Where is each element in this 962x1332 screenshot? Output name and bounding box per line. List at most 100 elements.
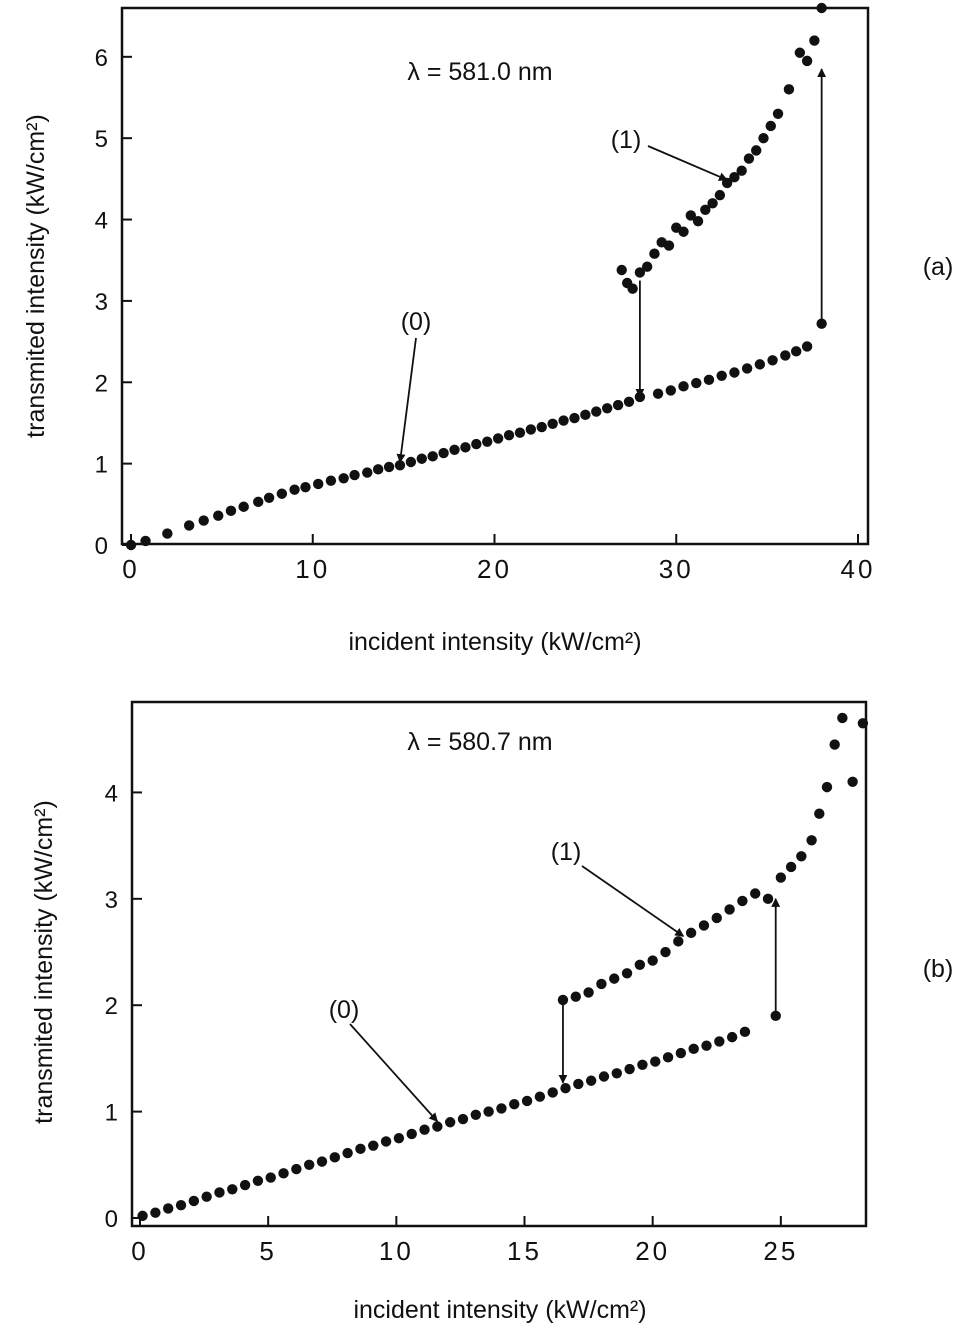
data-point-a-s1-23 xyxy=(783,84,795,95)
data-point-a-s0-46 xyxy=(691,377,702,389)
y-tick-label-b-1: 1 xyxy=(105,1100,118,1127)
data-point-a-s0-43 xyxy=(652,388,664,399)
data-point-b-s0-23 xyxy=(432,1121,443,1132)
arrows-a xyxy=(396,68,827,464)
data-point-a-s0-18 xyxy=(372,464,384,475)
data-point-b-s0-4 xyxy=(188,1195,200,1207)
data-point-b-s1-1 xyxy=(570,991,581,1002)
data-point-b-s1-7 xyxy=(647,955,658,966)
data-point-a-s0-55 xyxy=(801,341,813,352)
data-point-b-s0-10 xyxy=(265,1172,276,1183)
data-point-b-s1-2 xyxy=(583,987,594,998)
data-point-b-s1-23 xyxy=(829,739,840,750)
y-tick-label-a-0: 0 xyxy=(95,533,108,560)
y-tick-label-a-5: 5 xyxy=(95,126,108,153)
data-point-b-s0-20 xyxy=(393,1133,405,1144)
y-tick-label-a-2: 2 xyxy=(95,370,108,397)
data-point-a-s0-48 xyxy=(716,370,727,381)
data-point-b-s0-27 xyxy=(483,1106,494,1117)
data-point-b-s1-9 xyxy=(673,936,684,947)
data-point-b-s0-3 xyxy=(175,1200,187,1211)
data-point-b-s0-37 xyxy=(611,1068,622,1079)
data-point-a-s0-6 xyxy=(225,505,237,517)
x-tick-label-b-5: 25 xyxy=(763,1236,798,1266)
data-point-b-s0-8 xyxy=(239,1179,251,1191)
data-point-a-s1-21 xyxy=(765,120,776,132)
data-point-b-s0-34 xyxy=(573,1078,584,1090)
x-tick-label-b-4: 20 xyxy=(635,1236,670,1266)
data-point-a-s0-41 xyxy=(623,396,635,407)
y-tick-label-a-4: 4 xyxy=(95,208,108,235)
data-point-a-s0-16 xyxy=(349,469,360,481)
data-point-b-s0-42 xyxy=(675,1047,687,1059)
data-point-b-s0-0 xyxy=(137,1210,148,1222)
branch-pointer-b-1 xyxy=(581,865,685,937)
data-point-a-s1-19 xyxy=(751,145,762,156)
data-point-b-s1-5 xyxy=(621,968,633,979)
data-point-a-s0-38 xyxy=(591,406,602,417)
data-point-a-s0-51 xyxy=(754,359,766,370)
annotation-wavelength-b: λ = 580.7 nm xyxy=(407,728,552,756)
data-point-a-s0-40 xyxy=(612,399,624,411)
data-point-b-s0-12 xyxy=(291,1163,302,1175)
branch-pointer-b-0 xyxy=(349,1023,439,1123)
x-tick-label-a-1: 10 xyxy=(295,554,330,584)
data-point-b-s0-1 xyxy=(150,1207,161,1218)
x-tick-label-b-2: 10 xyxy=(379,1236,414,1266)
data-point-a-s0-22 xyxy=(416,453,427,464)
data-point-a-s0-33 xyxy=(536,421,547,433)
data-point-b-s0-11 xyxy=(278,1168,289,1179)
data-point-b-s1-13 xyxy=(724,904,735,915)
data-point-a-s0-17 xyxy=(362,467,373,478)
data-point-b-s0-39 xyxy=(637,1059,648,1070)
data-point-b-s0-6 xyxy=(214,1187,225,1198)
data-point-a-s0-29 xyxy=(492,433,504,444)
data-point-b-s0-21 xyxy=(406,1128,417,1140)
x-tick-label-a-3: 30 xyxy=(659,554,694,584)
y-tick-label-b-3: 3 xyxy=(105,887,118,914)
data-point-b-s0-7 xyxy=(227,1184,238,1195)
x-tick-label-a-0: 0 xyxy=(122,554,139,584)
data-point-a-s1-2 xyxy=(627,283,638,294)
data-point-b-s0-28 xyxy=(496,1103,507,1114)
data-point-a-s0-52 xyxy=(767,355,778,366)
data-point-a-s1-14 xyxy=(714,189,726,201)
data-point-b-s1-14 xyxy=(737,895,748,907)
data-point-b-s1-26 xyxy=(857,718,869,729)
data-point-a-s0-4 xyxy=(198,515,209,526)
data-point-b-s0-45 xyxy=(714,1036,725,1047)
data-point-a-s0-25 xyxy=(449,444,460,456)
data-point-a-s0-50 xyxy=(741,363,753,374)
data-point-a-s1-3 xyxy=(634,267,646,278)
data-point-b-s0-41 xyxy=(662,1052,674,1063)
data-point-a-s0-37 xyxy=(580,409,591,421)
data-point-a-s0-15 xyxy=(338,473,349,484)
data-point-a-s0-49 xyxy=(729,367,740,378)
data-point-b-s0-15 xyxy=(329,1152,341,1163)
panel-label-b: (b) xyxy=(923,955,954,983)
y-tick-label-b-4: 4 xyxy=(105,780,118,807)
data-point-a-s1-24 xyxy=(794,47,806,58)
data-point-a-s1-22 xyxy=(772,108,784,119)
data-point-b-s1-17 xyxy=(775,872,787,883)
data-point-b-s1-15 xyxy=(750,888,761,899)
data-point-a-s1-5 xyxy=(649,248,660,259)
data-point-a-s0-44 xyxy=(665,385,676,396)
data-point-a-s0-23 xyxy=(427,451,438,462)
data-point-a-s0-21 xyxy=(405,456,417,468)
data-point-a-s0-3 xyxy=(183,520,195,531)
x-tick-label-a-2: 20 xyxy=(477,554,512,584)
data-point-b-s1-20 xyxy=(806,835,817,846)
data-point-b-s0-24 xyxy=(444,1117,456,1128)
data-point-a-s0-34 xyxy=(547,418,558,429)
data-point-b-s1-10 xyxy=(685,927,697,939)
data-point-b-s0-36 xyxy=(598,1071,610,1082)
x-tick-label-b-0: 0 xyxy=(131,1236,148,1266)
data-point-a-s0-36 xyxy=(569,412,580,424)
branch-label-1-b: (1) xyxy=(551,838,582,866)
data-point-a-s1-10 xyxy=(685,210,696,221)
data-point-b-s0-18 xyxy=(368,1140,379,1151)
data-point-a-s0-32 xyxy=(525,424,537,435)
data-point-b-s0-38 xyxy=(624,1063,635,1075)
